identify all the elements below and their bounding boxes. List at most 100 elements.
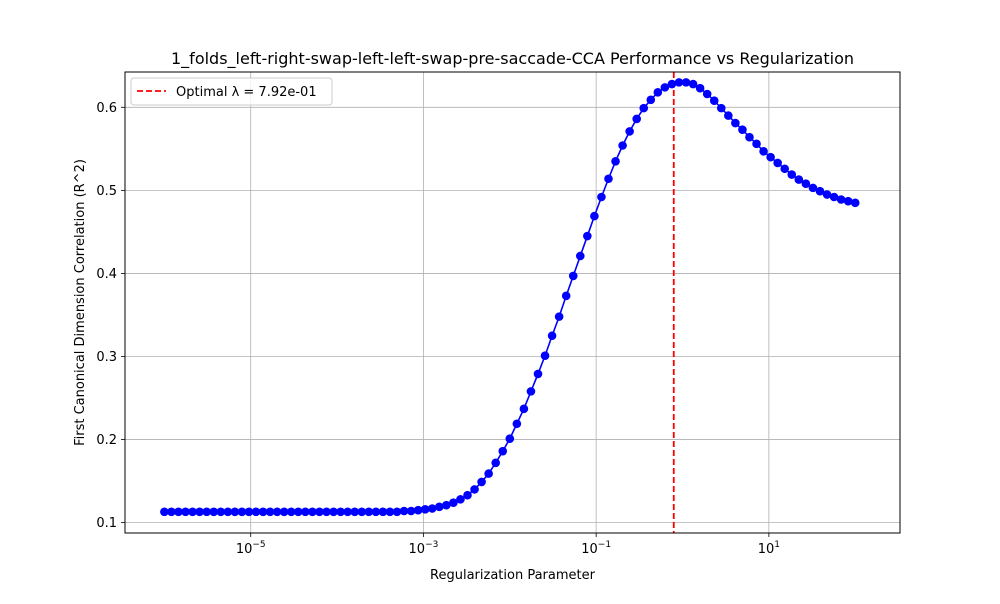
data-point xyxy=(399,506,409,516)
data-point xyxy=(442,500,451,510)
y-axis-label: First Canonical Dimension Correlation (R… xyxy=(73,159,88,446)
data-point xyxy=(463,490,472,500)
y-tick-label: 0.3 xyxy=(96,350,117,365)
legend-box xyxy=(130,77,333,106)
data-point xyxy=(618,141,627,150)
data-point xyxy=(294,507,303,517)
legend: Optimal λ = 7.92e-01 xyxy=(130,77,333,106)
data-point xyxy=(533,369,543,379)
data-point xyxy=(604,174,613,184)
data-point xyxy=(272,507,282,517)
data-point xyxy=(244,507,254,517)
data-point xyxy=(568,271,578,281)
data-point xyxy=(174,507,183,517)
data-point xyxy=(209,507,219,517)
y-tick-label: 0.4 xyxy=(96,267,117,282)
data-point xyxy=(167,507,176,517)
x-axis-ticks: 10−5 10−3 10−1 101 xyxy=(236,533,780,557)
data-point xyxy=(639,103,649,113)
data-point xyxy=(625,127,634,136)
series-layer xyxy=(160,78,860,517)
data-point xyxy=(780,164,790,174)
data-point xyxy=(420,505,430,514)
data-point xyxy=(674,78,684,87)
data-point xyxy=(336,507,345,517)
data-point xyxy=(681,78,691,87)
data-point xyxy=(406,506,416,516)
data-point xyxy=(279,507,289,517)
data-point xyxy=(843,196,853,206)
data-point xyxy=(801,179,811,189)
data-point xyxy=(251,507,261,517)
data-point xyxy=(449,498,458,507)
data-point xyxy=(752,139,761,149)
data-point xyxy=(237,507,247,517)
x-tick-label: 101 xyxy=(758,540,780,557)
data-point xyxy=(301,507,310,517)
data-point xyxy=(181,507,190,517)
y-tick-label: 0.6 xyxy=(96,101,117,116)
data-point xyxy=(484,469,493,478)
data-point xyxy=(371,507,381,517)
data-point xyxy=(561,291,571,301)
data-point xyxy=(731,118,740,128)
data-point xyxy=(766,152,775,162)
data-point xyxy=(357,507,367,517)
data-point xyxy=(265,507,275,517)
data-point xyxy=(597,192,606,202)
data-point xyxy=(611,156,620,166)
data-point xyxy=(498,446,508,456)
x-axis-label: Regularization Parameter xyxy=(430,568,596,583)
data-point xyxy=(216,507,226,517)
data-point xyxy=(322,507,331,517)
data-point xyxy=(223,507,233,517)
data-point xyxy=(195,507,204,517)
data-point xyxy=(350,507,360,517)
data-point xyxy=(258,507,268,517)
data-point xyxy=(745,132,754,142)
data-point xyxy=(554,312,564,321)
data-point xyxy=(653,88,663,97)
data-point xyxy=(667,79,677,89)
data-point xyxy=(583,231,592,241)
data-point xyxy=(413,505,423,515)
data-point xyxy=(364,507,374,517)
chart-title: 1_folds_left-right-swap-left-left-swap-p… xyxy=(171,49,854,69)
data-point xyxy=(759,147,768,156)
data-point xyxy=(547,331,557,341)
y-axis-ticks: 0.1 0.2 0.3 0.4 0.5 0.6 xyxy=(96,101,125,531)
x-tick-label: 10−3 xyxy=(409,540,439,557)
data-point xyxy=(188,507,197,517)
data-point xyxy=(160,507,169,517)
data-point xyxy=(822,190,832,199)
data-point xyxy=(202,507,211,517)
grid xyxy=(125,72,900,533)
data-point xyxy=(794,175,804,184)
data-point xyxy=(688,79,698,89)
data-point xyxy=(230,507,240,517)
data-point xyxy=(286,507,296,517)
data-point xyxy=(787,170,797,179)
x-tick-label: 10−5 xyxy=(236,540,266,557)
y-tick-label: 0.1 xyxy=(96,516,117,531)
data-point xyxy=(695,83,705,93)
data-point xyxy=(829,192,839,202)
data-point xyxy=(836,195,846,204)
data-point xyxy=(456,495,465,504)
data-point xyxy=(724,111,733,120)
data-point xyxy=(660,83,670,92)
data-point xyxy=(540,351,550,360)
data-point xyxy=(385,507,395,517)
plot-frame xyxy=(124,71,901,534)
data-point xyxy=(427,504,437,513)
data-point xyxy=(308,507,317,517)
y-tick-label: 0.2 xyxy=(96,433,117,448)
data-point xyxy=(702,89,712,99)
data-point xyxy=(435,502,444,512)
data-point xyxy=(519,404,529,414)
data-point xyxy=(632,114,641,124)
data-point xyxy=(315,507,324,517)
data-point xyxy=(709,96,719,105)
